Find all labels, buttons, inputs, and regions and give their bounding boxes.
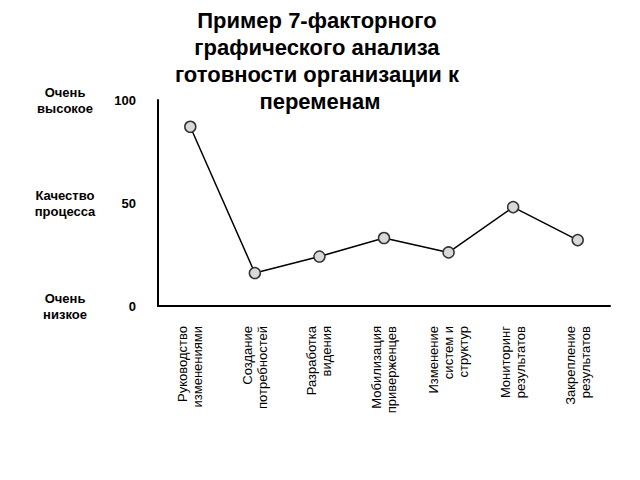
svg-text:готовности организации к: готовности организации к [175, 62, 465, 87]
svg-text:Качество: Качество [36, 188, 95, 203]
svg-text:Закрепление: Закрепление [563, 326, 578, 405]
svg-text:50: 50 [122, 196, 136, 211]
svg-text:графического анализа: графического анализа [194, 35, 445, 60]
svg-text:процесса: процесса [35, 204, 96, 219]
svg-text:систем и: систем и [441, 326, 456, 379]
svg-text:0: 0 [129, 299, 136, 314]
svg-text:приверженцев: приверженцев [384, 326, 399, 413]
svg-text:переменам: переменам [259, 89, 380, 114]
svg-text:Очень: Очень [45, 291, 86, 306]
svg-text:результатов: результатов [578, 326, 593, 398]
svg-text:высокое: высокое [37, 101, 93, 116]
svg-text:Мобилизация: Мобилизация [369, 326, 384, 409]
svg-text:Разработка: Разработка [304, 325, 319, 395]
svg-text:результатов: результатов [513, 326, 528, 398]
svg-text:Пример 7-факторного: Пример 7-факторного [197, 8, 442, 33]
svg-text:низкое: низкое [43, 307, 87, 322]
svg-text:структур: структур [456, 326, 471, 378]
svg-text:Мониторинг: Мониторинг [498, 326, 513, 398]
svg-text:изменениями: изменениями [190, 326, 205, 407]
svg-text:потребностей: потребностей [255, 326, 270, 409]
svg-text:Создание: Создание [240, 326, 255, 385]
svg-text:100: 100 [114, 93, 136, 108]
svg-text:Руководство: Руководство [175, 326, 190, 402]
svg-text:Изменение: Изменение [426, 326, 441, 394]
svg-text:Очень: Очень [45, 85, 86, 100]
svg-text:видения: видения [319, 326, 334, 376]
